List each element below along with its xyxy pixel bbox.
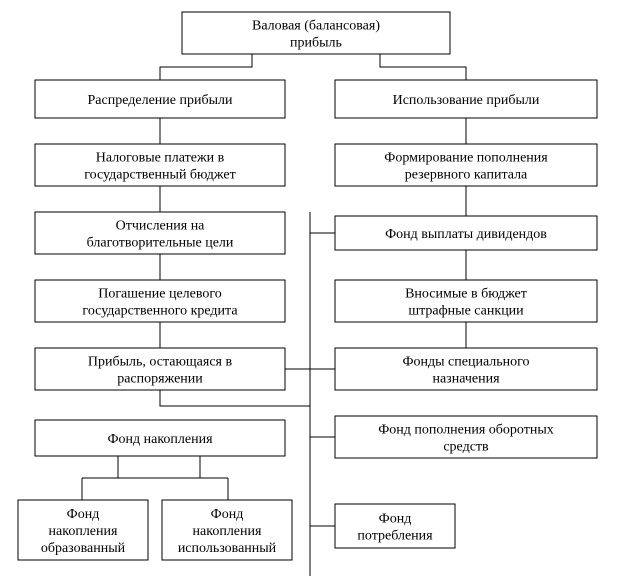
node-R4: Вносимые в бюджет штрафные санкции	[335, 280, 597, 322]
node-label: благотворительные цели	[87, 235, 234, 250]
node-label: Фонд	[211, 507, 244, 522]
node-L2: Налоговые платежи в государственный бюдже…	[35, 144, 285, 186]
node-label: Валовая (балансовая)	[252, 18, 380, 33]
node-label: Использование прибыли	[393, 93, 540, 108]
node-R5: Фонды специального назначения	[335, 348, 597, 390]
node-L1: Распределение прибыли	[35, 80, 285, 118]
node-label: Фонды специального	[402, 354, 529, 369]
node-R3: Фонд выплаты дивидендов	[335, 216, 597, 250]
node-label: Отчисления на	[116, 218, 206, 233]
node-L5: Прибыль, остающаяся в распоряжении	[35, 348, 285, 390]
node-L6: Фонд накопления	[35, 420, 285, 456]
node-B2: Фонд накопления использованный	[162, 500, 292, 560]
node-root: Валовая (балансовая) прибыль	[182, 12, 450, 54]
node-label: использованный	[178, 541, 277, 556]
node-label: образованный	[41, 541, 126, 556]
node-label: Фонд выплаты дивидендов	[385, 227, 547, 242]
node-B3: Фонд потребления	[335, 504, 455, 548]
node-label: назначения	[432, 371, 500, 386]
node-B1: Фонд накопления образованный	[18, 500, 148, 560]
node-label: Фонд	[67, 507, 100, 522]
node-label: накопления	[193, 524, 262, 539]
node-label: Погашение целевого	[98, 286, 222, 301]
node-label: Прибыль, остающаяся в	[88, 354, 233, 369]
node-label: распоряжении	[117, 371, 203, 386]
node-L3: Отчисления на благотворительные цели	[35, 212, 285, 254]
node-label: Фонд	[379, 511, 412, 526]
node-label: средств	[443, 439, 489, 454]
node-label: Формирование пополнения	[384, 150, 548, 165]
node-label: Фонд пополнения оборотных	[378, 422, 554, 437]
node-R6: Фонд пополнения оборотных средств	[335, 416, 597, 458]
node-label: потребления	[357, 528, 433, 543]
node-label: штрафные санкции	[408, 303, 524, 318]
node-label: государственного кредита	[82, 303, 238, 318]
node-label: Фонд накопления	[107, 432, 213, 447]
node-label: резервного капитала	[405, 167, 528, 182]
node-label: Вносимые в бюджет	[405, 286, 527, 301]
node-label: государственный бюджет	[84, 167, 236, 182]
node-label: прибыль	[290, 35, 342, 50]
node-label: Налоговые платежи в	[96, 150, 225, 165]
node-label: Распределение прибыли	[88, 93, 233, 108]
node-L4: Погашение целевого государственного креди…	[35, 280, 285, 322]
node-R2: Формирование пополнения резервного капита…	[335, 144, 597, 186]
node-R1: Использование прибыли	[335, 80, 597, 118]
node-label: накопления	[49, 524, 118, 539]
